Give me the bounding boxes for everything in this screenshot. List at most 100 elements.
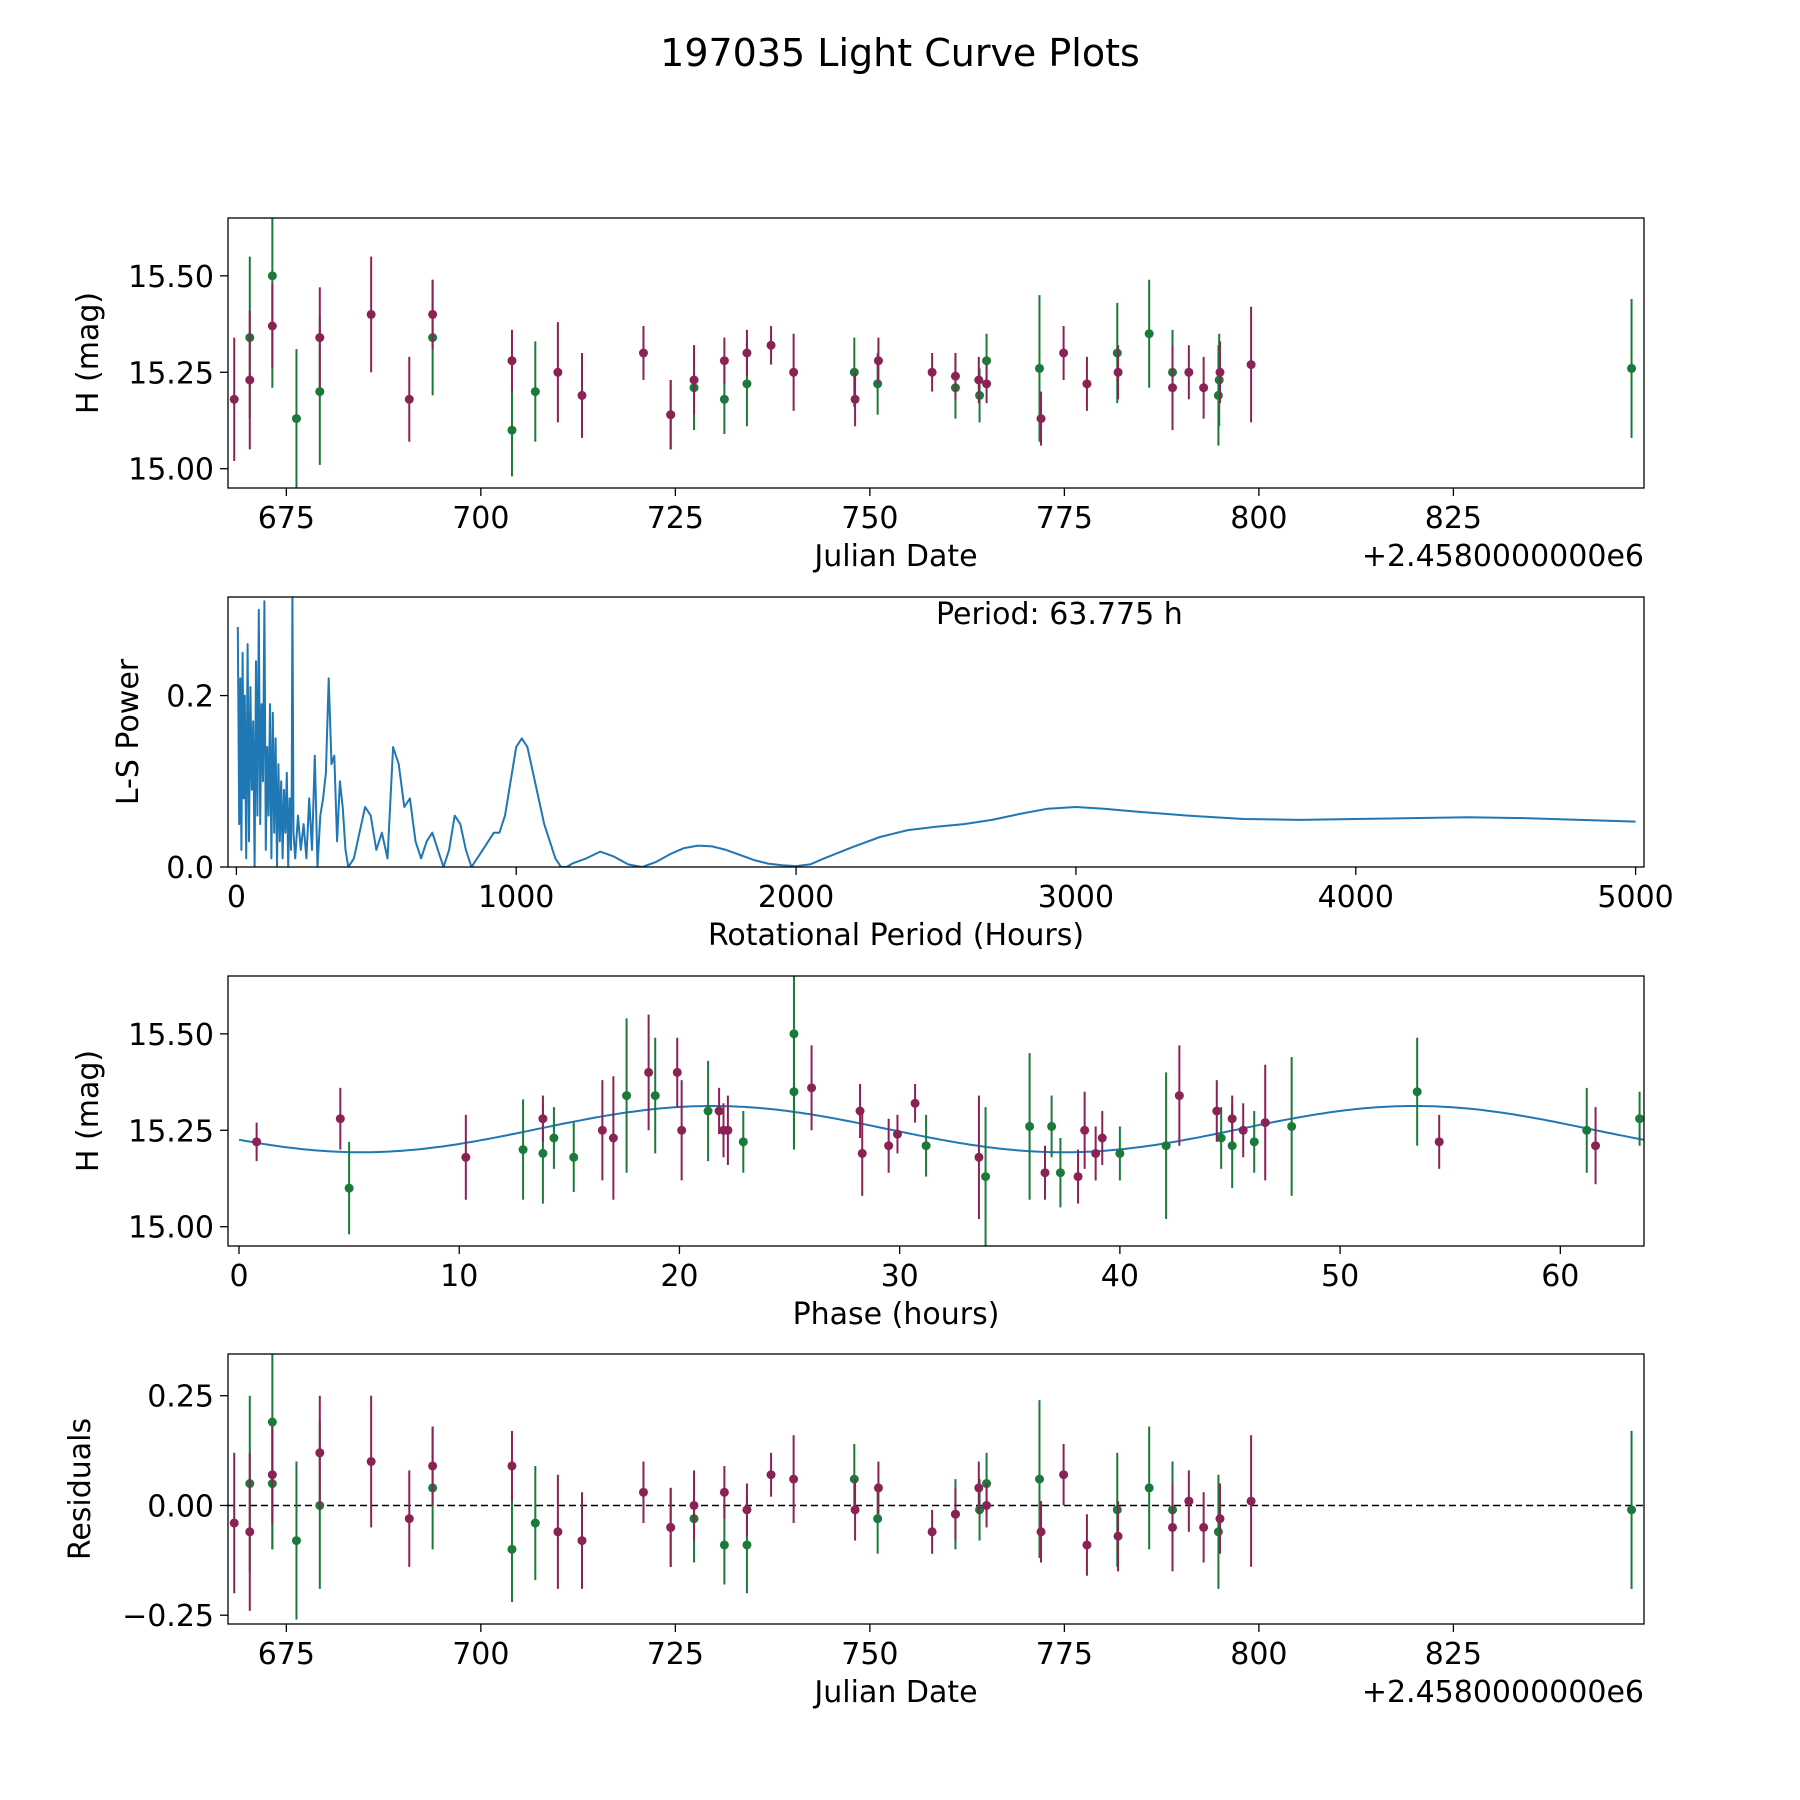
purple-data-point xyxy=(677,1125,687,1135)
purple-data-point xyxy=(1059,1470,1069,1480)
purple-data-point xyxy=(245,375,255,385)
x-tick-label: 60 xyxy=(1541,1259,1579,1294)
green-data-point xyxy=(344,1183,354,1193)
figure-title: 197035 Light Curve Plots xyxy=(660,31,1140,75)
purple-data-point xyxy=(950,371,960,381)
purple-data-point xyxy=(335,1114,345,1124)
purple-data-point xyxy=(1168,383,1178,393)
green-data-point xyxy=(549,1133,559,1143)
x-tick-label: 0 xyxy=(227,880,246,915)
x-tick-label: 725 xyxy=(647,1637,704,1672)
purple-data-point xyxy=(507,1461,517,1471)
purple-data-point xyxy=(884,1141,894,1151)
purple-data-point xyxy=(315,1448,325,1458)
purple-data-point xyxy=(927,367,937,377)
x-axis-label: Julian Date xyxy=(812,539,977,574)
purple-data-point xyxy=(507,356,517,366)
y-tick-label: 15.50 xyxy=(128,260,214,295)
purple-data-point xyxy=(267,1470,277,1480)
purple-data-point xyxy=(807,1083,817,1093)
purple-data-point xyxy=(1246,360,1256,370)
plot-frame xyxy=(227,217,1645,489)
x-tick-label: 750 xyxy=(841,501,898,536)
x-tick-label: 0 xyxy=(229,1259,248,1294)
purple-data-point xyxy=(666,410,676,420)
green-data-point xyxy=(921,1141,931,1151)
purple-data-point xyxy=(766,1470,776,1480)
green-data-point xyxy=(719,394,729,404)
x-tick-label: 50 xyxy=(1321,1259,1359,1294)
purple-data-point xyxy=(577,1536,587,1546)
purple-data-point xyxy=(553,1527,563,1537)
green-data-point xyxy=(1213,1527,1223,1537)
green-data-point xyxy=(738,1137,748,1147)
y-tick-label: 15.25 xyxy=(128,356,214,391)
purple-data-point xyxy=(982,379,992,389)
green-data-point xyxy=(530,387,540,397)
green-data-point xyxy=(650,1091,660,1101)
purple-data-point xyxy=(245,1527,255,1537)
purple-data-point xyxy=(366,309,376,319)
chart-panel-3: 0 10 20 30 40 50 60 15.00 15.25 15.50 Phase (hours… xyxy=(71,975,1645,1332)
purple-data-point xyxy=(892,1129,902,1139)
purple-data-point xyxy=(723,1125,733,1135)
x-tick-label: 30 xyxy=(881,1259,919,1294)
purple-data-point xyxy=(404,1514,414,1524)
purple-data-point xyxy=(1036,414,1046,424)
y-tick-label: 0.0 xyxy=(166,851,214,886)
purple-data-point xyxy=(666,1522,676,1532)
purple-data-point xyxy=(719,1487,729,1497)
purple-data-point xyxy=(850,1505,860,1515)
purple-data-point xyxy=(742,1505,752,1515)
x-tick-label: 3000 xyxy=(1038,880,1114,915)
purple-data-point xyxy=(597,1125,607,1135)
x-axis-label: Rotational Period (Hours) xyxy=(708,918,1084,953)
green-data-point xyxy=(742,1540,752,1550)
model-curve xyxy=(238,1105,1644,1154)
y-tick-label: 0.25 xyxy=(147,1380,214,1415)
purple-data-point xyxy=(229,1518,239,1528)
chart-panel-2: 0 1000 2000 3000 4000 5000 0.0 0.2 Rotational Pe… xyxy=(111,596,1674,953)
green-data-point xyxy=(982,356,992,366)
purple-data-point xyxy=(857,1148,867,1158)
purple-data-point xyxy=(927,1527,937,1537)
x-tick-label: 775 xyxy=(1036,1637,1093,1672)
x-tick-label: 675 xyxy=(258,1637,315,1672)
x-tick-label: 5000 xyxy=(1597,880,1673,915)
purple-data-point xyxy=(766,340,776,350)
green-data-point xyxy=(518,1145,528,1155)
purple-data-point xyxy=(644,1067,654,1077)
green-data-point xyxy=(1144,1483,1154,1493)
purple-data-point xyxy=(1073,1172,1083,1182)
green-data-point xyxy=(1034,363,1044,373)
y-tick-label: 15.25 xyxy=(128,1114,214,1149)
x-axis-label: Julian Date xyxy=(812,1675,977,1710)
purple-data-point xyxy=(1113,1531,1123,1541)
purple-data-point xyxy=(1174,1091,1184,1101)
purple-data-point xyxy=(1080,1125,1090,1135)
plot-frame xyxy=(227,975,1645,1247)
x-tick-label: 2000 xyxy=(758,880,834,915)
purple-data-point xyxy=(1434,1137,1444,1147)
y-axis-label: Residuals xyxy=(63,1418,98,1560)
green-data-point xyxy=(1144,329,1154,339)
green-data-point xyxy=(1227,1141,1237,1151)
purple-data-point xyxy=(1227,1114,1237,1124)
purple-data-point xyxy=(461,1152,471,1162)
purple-data-point xyxy=(1260,1118,1270,1128)
y-axis-label: L-S Power xyxy=(111,658,146,805)
purple-data-point xyxy=(850,394,860,404)
green-data-point xyxy=(719,1540,729,1550)
green-data-point xyxy=(267,271,277,281)
x-tick-label: 675 xyxy=(258,501,315,536)
purple-data-point xyxy=(428,1461,438,1471)
purple-data-point xyxy=(910,1098,920,1108)
purple-data-point xyxy=(1184,1496,1194,1506)
green-data-point xyxy=(742,379,752,389)
x-tick-label: 800 xyxy=(1230,1637,1287,1672)
green-data-point xyxy=(1635,1114,1644,1124)
purple-data-point xyxy=(229,394,239,404)
green-data-point xyxy=(1216,1133,1226,1143)
green-data-point xyxy=(873,1514,883,1524)
